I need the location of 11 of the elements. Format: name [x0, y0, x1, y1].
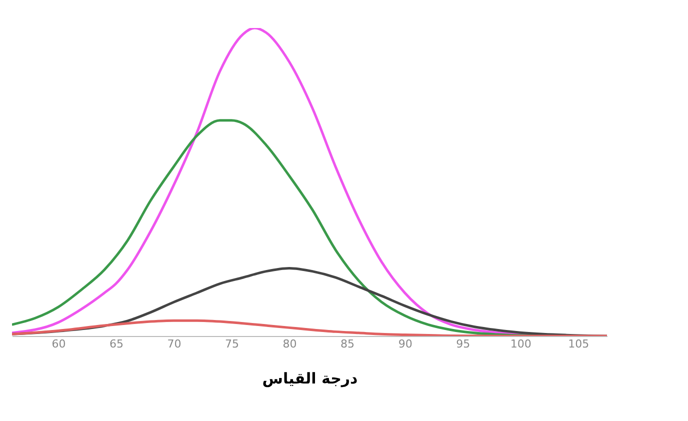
x-axis-title: درجة القياس [262, 370, 358, 388]
x-tick-label: 85 [340, 338, 355, 350]
x-tick-label: 80 [282, 338, 297, 350]
x-tick-label: 60 [52, 338, 66, 350]
x-tick-label: 95 [456, 338, 470, 350]
x-tick-label: 75 [225, 338, 240, 350]
x-tick-label: 65 [109, 338, 124, 350]
x-tick-label: 70 [167, 338, 182, 350]
x-tick-label: 90 [398, 338, 412, 350]
x-tick-label: 100 [510, 338, 532, 350]
x-tick-label: 105 [568, 338, 590, 350]
